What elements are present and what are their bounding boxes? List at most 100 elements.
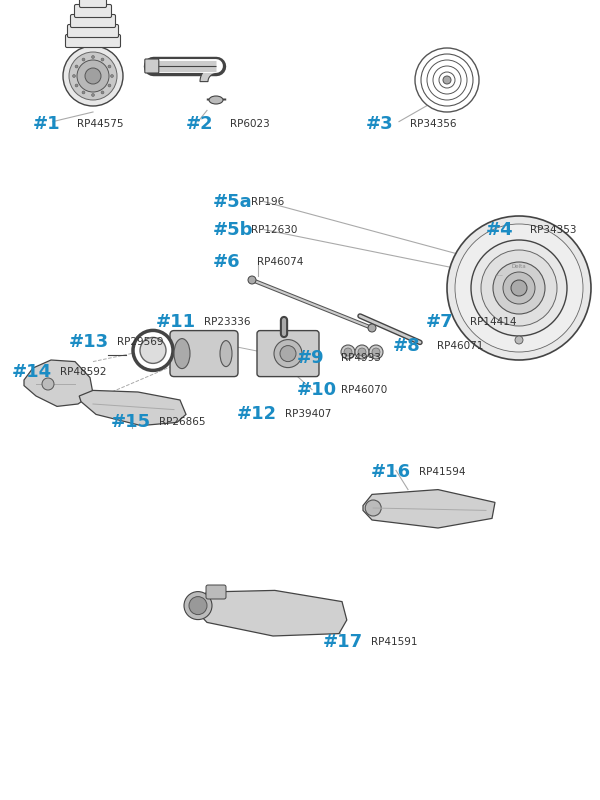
- Circle shape: [91, 94, 95, 97]
- Text: #16: #16: [371, 463, 411, 481]
- Text: RP14414: RP14414: [470, 318, 517, 327]
- Circle shape: [101, 58, 104, 61]
- Circle shape: [280, 346, 296, 362]
- Text: #3: #3: [366, 115, 394, 133]
- Polygon shape: [200, 66, 216, 82]
- Polygon shape: [363, 490, 495, 528]
- Circle shape: [427, 60, 467, 100]
- Circle shape: [439, 72, 455, 88]
- Circle shape: [443, 76, 451, 84]
- Circle shape: [433, 66, 461, 94]
- Text: RP29569: RP29569: [117, 338, 163, 347]
- Text: #15: #15: [111, 414, 151, 431]
- Circle shape: [368, 324, 376, 332]
- Text: #8: #8: [393, 338, 421, 355]
- Circle shape: [274, 339, 302, 367]
- Circle shape: [471, 240, 567, 336]
- FancyBboxPatch shape: [206, 585, 226, 599]
- Circle shape: [369, 345, 383, 359]
- Circle shape: [344, 348, 352, 356]
- Circle shape: [415, 48, 479, 112]
- FancyBboxPatch shape: [71, 14, 115, 27]
- Text: RP44575: RP44575: [77, 119, 124, 129]
- Text: RP26865: RP26865: [159, 418, 205, 427]
- Text: RP46071: RP46071: [437, 342, 484, 351]
- Circle shape: [455, 224, 583, 352]
- Text: #5a: #5a: [213, 193, 253, 210]
- Circle shape: [184, 592, 212, 619]
- Circle shape: [358, 348, 366, 356]
- Circle shape: [355, 345, 369, 359]
- Circle shape: [69, 52, 117, 100]
- Text: #1: #1: [33, 115, 61, 133]
- Circle shape: [341, 345, 355, 359]
- Ellipse shape: [209, 96, 223, 104]
- Circle shape: [82, 91, 85, 94]
- Ellipse shape: [220, 341, 232, 366]
- Circle shape: [77, 60, 109, 92]
- Circle shape: [42, 378, 54, 390]
- Text: RP6023: RP6023: [230, 119, 270, 129]
- Text: ~~: ~~: [494, 274, 503, 278]
- Polygon shape: [195, 590, 347, 636]
- Text: RP41594: RP41594: [419, 467, 466, 477]
- Circle shape: [91, 55, 95, 58]
- Circle shape: [503, 272, 535, 304]
- Circle shape: [493, 262, 545, 314]
- Text: #17: #17: [323, 633, 363, 650]
- Circle shape: [372, 348, 380, 356]
- Text: RP4993: RP4993: [341, 354, 381, 363]
- FancyBboxPatch shape: [79, 0, 107, 7]
- Ellipse shape: [174, 338, 190, 369]
- Text: RP196: RP196: [251, 197, 284, 206]
- Circle shape: [511, 280, 527, 296]
- Circle shape: [365, 500, 381, 516]
- Circle shape: [110, 74, 113, 78]
- Text: #5b: #5b: [213, 222, 254, 239]
- FancyBboxPatch shape: [170, 330, 238, 377]
- FancyBboxPatch shape: [145, 59, 159, 73]
- Text: RP46074: RP46074: [257, 258, 304, 267]
- Text: #11: #11: [156, 314, 196, 331]
- Text: #10: #10: [297, 382, 337, 399]
- Circle shape: [133, 330, 173, 370]
- Text: RP23336: RP23336: [204, 318, 251, 327]
- Circle shape: [73, 74, 76, 78]
- FancyBboxPatch shape: [74, 5, 112, 18]
- Circle shape: [447, 216, 591, 360]
- Text: RP12630: RP12630: [251, 226, 298, 235]
- Circle shape: [85, 68, 101, 84]
- Circle shape: [108, 84, 111, 87]
- Circle shape: [108, 65, 111, 68]
- Text: #12: #12: [237, 406, 277, 423]
- Circle shape: [75, 84, 78, 87]
- Circle shape: [421, 54, 473, 106]
- Text: #6: #6: [213, 254, 241, 271]
- Text: #13: #13: [69, 334, 109, 351]
- Circle shape: [63, 46, 123, 106]
- Polygon shape: [79, 390, 186, 426]
- Text: #7: #7: [426, 314, 454, 331]
- Text: RP46070: RP46070: [341, 386, 387, 395]
- Circle shape: [481, 250, 557, 326]
- Circle shape: [101, 91, 104, 94]
- Circle shape: [75, 65, 78, 68]
- Text: RP39407: RP39407: [285, 410, 331, 419]
- Circle shape: [515, 336, 523, 344]
- Circle shape: [248, 276, 256, 284]
- Polygon shape: [24, 360, 93, 406]
- FancyBboxPatch shape: [257, 330, 319, 377]
- Text: RP34353: RP34353: [530, 226, 577, 235]
- Text: RP48592: RP48592: [60, 367, 107, 377]
- Text: RP34356: RP34356: [410, 119, 457, 129]
- FancyBboxPatch shape: [67, 25, 119, 38]
- Text: Delta: Delta: [512, 263, 526, 269]
- Text: #2: #2: [186, 115, 214, 133]
- Circle shape: [189, 597, 207, 614]
- Circle shape: [140, 338, 166, 363]
- Text: #4: #4: [486, 222, 514, 239]
- Text: #14: #14: [12, 363, 52, 381]
- Text: RP41591: RP41591: [371, 637, 418, 646]
- FancyBboxPatch shape: [65, 34, 121, 47]
- Circle shape: [82, 58, 85, 61]
